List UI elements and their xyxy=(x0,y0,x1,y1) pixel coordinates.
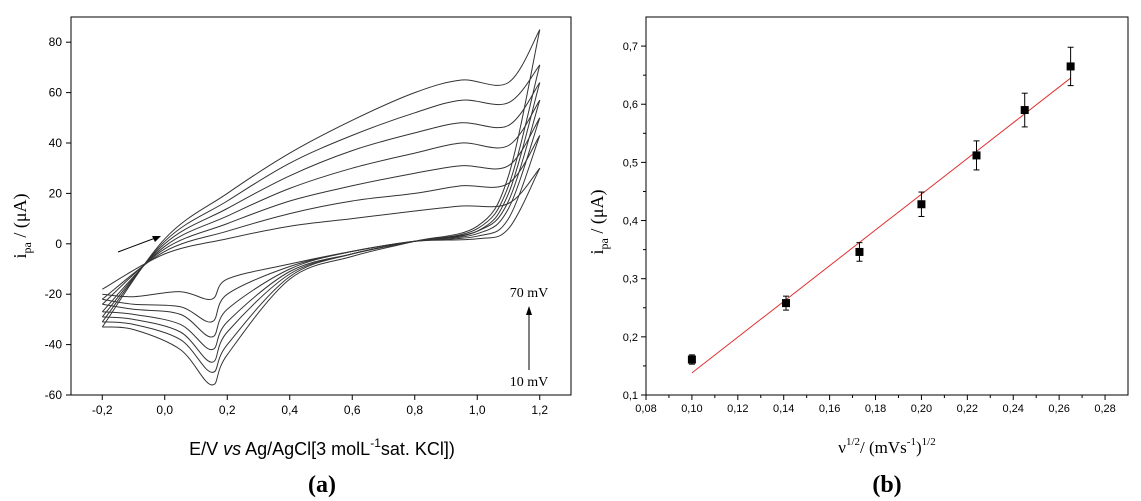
panel-b-x-tick-label: 0,26 xyxy=(1048,403,1069,415)
annotation-10mv: 10 mV xyxy=(510,375,549,390)
panel-a-x-label-ref: Ag/AgCl[3 molL xyxy=(241,439,370,459)
panel-b-x-tick-label: 0,22 xyxy=(957,403,978,415)
panel-a-x-tick-label: 0,4 xyxy=(281,403,298,417)
panel-b-label: (b) xyxy=(872,472,901,498)
panel-a-x-ticks: -0,2 0,0 0,2 0,4 0,6 0,8 1,0 1,2 xyxy=(92,395,548,417)
panel-b-y-tick-label: 0,2 xyxy=(623,332,638,344)
cv-forward-60mv xyxy=(101,64,541,323)
panel-a: -0,2 0,0 0,2 0,4 0,6 0,8 1,0 1,2 -60 -40 -20 0 20 40… xyxy=(10,16,572,498)
panel-b-x-label-mid: / (mVs xyxy=(860,438,907,457)
panel-b-y-tick-label: 0,5 xyxy=(623,157,638,169)
panel-b-x-label-nu: ν xyxy=(838,438,846,457)
panel-b-y-label-i: i xyxy=(587,249,607,254)
panel-a-y-label-sub: pa xyxy=(20,241,34,253)
cv-forward-40mv xyxy=(101,99,541,313)
panel-b-x-label-sup1: 1/2 xyxy=(846,436,860,448)
panel-a-x-tick-label: -0,2 xyxy=(92,403,113,417)
panel-a-y-tick-label: 0 xyxy=(55,237,62,251)
panel-b-fit-line xyxy=(691,77,1071,374)
panel-b-points xyxy=(687,46,1075,365)
data-point xyxy=(917,200,926,209)
panel-b-x-tick-label: 0,08 xyxy=(635,403,656,415)
cv-reverse-10mv xyxy=(102,167,541,300)
panel-b-x-tick-label: 0,24 xyxy=(1003,403,1024,415)
scan-direction-arrowhead xyxy=(152,236,161,242)
panel-b-x-tick-label: 0,14 xyxy=(773,403,794,415)
panel-b-y-tick-label: 0,7 xyxy=(623,41,638,53)
data-point xyxy=(687,355,696,364)
scan-rate-arrowhead xyxy=(526,306,532,315)
panel-a-x-tick-label: 1,2 xyxy=(531,403,548,417)
panel-b: 0,08 0,10 0,12 0,14 0,16 0,18 0,20 0,22 0,24 0,26… xyxy=(587,16,1129,498)
panel-a-x-label-vs: vs xyxy=(223,439,241,459)
panel-a-y-tick-label: 20 xyxy=(49,186,63,200)
panel-a-x-label-main: E/V xyxy=(189,439,223,459)
panel-b-x-tick-label: 0,10 xyxy=(681,403,702,415)
panel-a-y-tick-label: -40 xyxy=(45,338,63,352)
data-point xyxy=(972,151,981,160)
cv-forward-10mv xyxy=(102,167,541,290)
panel-a-y-tick-label: 40 xyxy=(49,136,63,150)
panel-a-x-label-sup: -1 xyxy=(370,436,381,450)
scan-direction-arrow xyxy=(117,236,159,253)
panel-a-x-tick-label: 1,0 xyxy=(469,403,486,417)
cv-forward-30mv xyxy=(101,117,541,305)
cv-reverse-60mv xyxy=(102,64,541,373)
cv-forward-50mv xyxy=(101,82,541,318)
panel-b-y-label: ipa / (μA) xyxy=(587,190,611,255)
panel-b-y-tick-label: 0,1 xyxy=(623,390,638,402)
panel-b-x-tick-label: 0,18 xyxy=(865,403,886,415)
panel-b-x-label-sup3: 1/2 xyxy=(922,436,936,448)
panel-b-y-ticks: 0,1 0,2 0,3 0,4 0,5 0,6 0,7 xyxy=(623,41,646,402)
panel-b-y-tick-label: 0,4 xyxy=(623,216,638,228)
panel-a-y-tick-label: -60 xyxy=(45,388,63,402)
panel-a-y-label-i: i xyxy=(10,253,30,258)
panel-a-x-tick-label: 0,8 xyxy=(406,403,423,417)
data-point xyxy=(855,247,864,256)
panel-a-curves xyxy=(101,29,541,386)
panel-a-y-label-rest: / (μA) xyxy=(10,194,31,243)
panel-a-x-tick-label: 0,6 xyxy=(344,403,361,417)
panel-a-frame xyxy=(70,16,572,396)
panel-b-x-tick-label: 0,16 xyxy=(819,403,840,415)
data-point xyxy=(1066,62,1075,71)
panel-b-x-label-sup2: -1 xyxy=(907,436,916,448)
panel-a-x-label: E/V vs Ag/AgCl[3 molL-1sat. KCl]) xyxy=(189,436,455,459)
panel-a-y-label: ipa / (μA) xyxy=(10,194,34,259)
panel-b-x-label-close: ) xyxy=(916,438,922,457)
data-point xyxy=(782,299,791,308)
panel-a-y-tick-label: 60 xyxy=(49,86,63,100)
panel-b-x-tick-label: 0,20 xyxy=(911,403,932,415)
panel-b-y-label-rest: / (μA) xyxy=(587,190,608,239)
panel-b-y-label-sub: pa xyxy=(597,237,611,249)
panel-b-x-label: ν1/2/ (mVs-1)1/2 xyxy=(838,436,935,457)
cv-reverse-20mv xyxy=(102,135,541,323)
panel-a-label: (a) xyxy=(308,472,336,498)
panel-b-frame xyxy=(645,16,1129,396)
panel-b-y-tick-label: 0,3 xyxy=(623,274,638,286)
panel-a-x-label-end: sat. KCl]) xyxy=(381,439,455,459)
panel-a-y-ticks: -60 -40 -20 0 20 40 60 80 xyxy=(45,35,71,402)
panel-b-x-tick-label: 0,28 xyxy=(1094,403,1115,415)
panel-b-x-tick-label: 0,12 xyxy=(727,403,748,415)
cv-reverse-40mv xyxy=(102,100,541,351)
panel-a-y-tick-label: -20 xyxy=(45,287,63,301)
annotation-70mv: 70 mV xyxy=(510,286,549,301)
cv-reverse-30mv xyxy=(102,117,541,338)
cv-forward-20mv xyxy=(101,135,541,300)
panel-a-x-tick-label: 0,2 xyxy=(219,403,236,417)
panel-b-y-tick-label: 0,6 xyxy=(623,99,638,111)
cv-forward-70mv xyxy=(101,29,541,328)
linear-fit-line xyxy=(691,77,1071,374)
panel-a-y-tick-label: 80 xyxy=(49,35,63,49)
cv-reverse-50mv xyxy=(102,82,541,363)
panel-a-x-tick-label: 0,0 xyxy=(156,403,173,417)
panel-b-x-ticks: 0,08 0,10 0,12 0,14 0,16 0,18 0,20 0,22 0,24 0,26… xyxy=(635,395,1116,415)
data-point xyxy=(1020,106,1029,115)
cv-reverse-70mv xyxy=(102,29,541,386)
